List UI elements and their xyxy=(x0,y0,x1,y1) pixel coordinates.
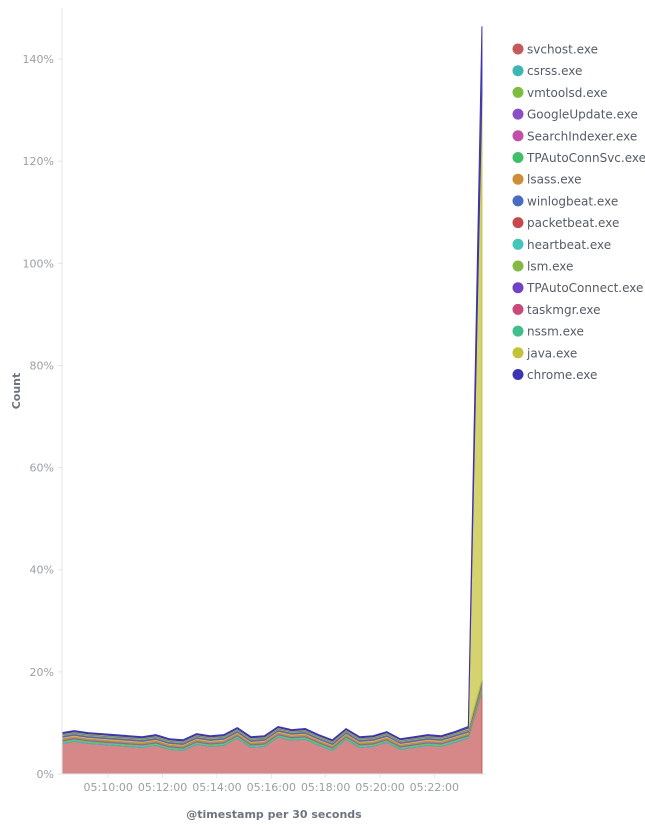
legend-swatch-icon xyxy=(512,86,524,98)
legend-item[interactable]: packetbeat.exe xyxy=(512,216,620,230)
legend-item[interactable]: heartbeat.exe xyxy=(512,238,612,252)
y-tick-label: 20% xyxy=(30,666,54,679)
legend-item[interactable]: TPAutoConnSvc.exe xyxy=(512,151,645,165)
legend-label: svchost.exe xyxy=(527,43,598,57)
legend-swatch-icon xyxy=(512,173,524,185)
legend-swatch-icon xyxy=(512,303,524,315)
y-tick-label: 120% xyxy=(23,155,54,168)
y-tick-label: 60% xyxy=(30,462,54,475)
plot-area-group xyxy=(61,26,483,775)
legend-item[interactable]: chrome.exe xyxy=(512,368,598,382)
legend-item[interactable]: csrss.exe xyxy=(512,64,583,78)
legend-swatch-icon xyxy=(512,152,524,163)
legend-swatch-icon xyxy=(512,130,524,142)
legend-swatch-icon xyxy=(512,65,524,77)
legend-label: java.exe xyxy=(526,346,577,360)
legend-swatch-icon xyxy=(512,195,524,207)
legend-label: TPAutoConnect.exe xyxy=(526,281,643,295)
legend-item[interactable]: nssm.exe xyxy=(512,325,584,339)
legend-item[interactable]: lsass.exe xyxy=(512,173,582,187)
legend-swatch-icon xyxy=(512,43,524,55)
x-tick-label: 05:16:00 xyxy=(247,781,296,794)
legend-label: taskmgr.exe xyxy=(527,303,601,317)
legend-label: TPAutoConnSvc.exe xyxy=(526,151,645,165)
area-series-java-exe[interactable] xyxy=(61,92,483,742)
legend-swatch-icon xyxy=(512,325,524,337)
x-tick-label: 05:18:00 xyxy=(301,781,350,794)
legend-label: winlogbeat.exe xyxy=(527,194,618,208)
legend-item[interactable]: svchost.exe xyxy=(512,43,598,57)
legend-label: nssm.exe xyxy=(527,325,584,339)
axes-group: 0% 20% 40% 60% 80% 100% 120% 140% 05:10:00 05:12:… xyxy=(23,8,486,794)
x-tick-label: 05:14:00 xyxy=(192,781,241,794)
legend-swatch-icon xyxy=(512,238,524,250)
y-axis-label: Count xyxy=(10,373,23,410)
legend-item[interactable]: lsm.exe xyxy=(512,260,574,274)
legend-label: SearchIndexer.exe xyxy=(527,129,637,143)
legend-label: csrss.exe xyxy=(527,64,582,78)
x-tick-label: 05:10:00 xyxy=(84,781,133,794)
x-tick-label: 05:22:00 xyxy=(410,781,459,794)
y-tick-label: 100% xyxy=(23,257,54,270)
legend-swatch-icon xyxy=(512,217,524,229)
y-tick-label: 40% xyxy=(30,564,54,577)
legend-item[interactable]: TPAutoConnect.exe xyxy=(512,281,644,295)
legend-label: GoogleUpdate.exe xyxy=(527,108,638,122)
legend-swatch-icon xyxy=(512,108,524,120)
x-tick-label: 05:20:00 xyxy=(355,781,404,794)
legend-item[interactable]: vmtoolsd.exe xyxy=(512,86,608,100)
legend-swatch-icon xyxy=(512,282,524,294)
legend-label: lsass.exe xyxy=(527,173,582,187)
x-tick-label: 05:12:00 xyxy=(138,781,187,794)
legend-label: vmtoolsd.exe xyxy=(527,86,607,100)
y-tick-label: 80% xyxy=(30,359,54,372)
x-axis-label: @timestamp per 30 seconds xyxy=(186,808,362,821)
legend-item[interactable]: GoogleUpdate.exe xyxy=(512,108,638,122)
legend-item[interactable]: SearchIndexer.exe xyxy=(512,129,638,143)
legend-label: packetbeat.exe xyxy=(527,216,619,230)
legend-swatch-icon xyxy=(512,347,524,359)
legend: svchost.exe csrss.exe vmtoolsd.exe GoogleUp… xyxy=(512,43,645,382)
legend-swatch-icon xyxy=(512,260,524,272)
legend-item[interactable]: winlogbeat.exe xyxy=(512,194,619,208)
legend-label: heartbeat.exe xyxy=(527,238,611,252)
area-series-chrome-exe[interactable] xyxy=(61,26,483,742)
legend-swatch-icon xyxy=(512,369,524,380)
y-tick-label: 0% xyxy=(37,768,54,781)
legend-item[interactable]: taskmgr.exe xyxy=(512,303,601,317)
legend-label: chrome.exe xyxy=(527,368,597,382)
y-tick-label: 140% xyxy=(23,53,54,66)
legend-item[interactable]: java.exe xyxy=(512,346,578,360)
legend-label: lsm.exe xyxy=(527,260,573,274)
